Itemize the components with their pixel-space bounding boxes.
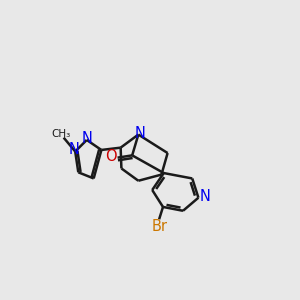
Text: Br: Br [152,220,168,235]
Text: N: N [199,189,210,204]
Text: N: N [68,142,79,157]
Text: N: N [134,125,145,140]
Text: N: N [81,131,92,146]
Text: CH₃: CH₃ [52,129,71,139]
Text: O: O [106,148,117,164]
